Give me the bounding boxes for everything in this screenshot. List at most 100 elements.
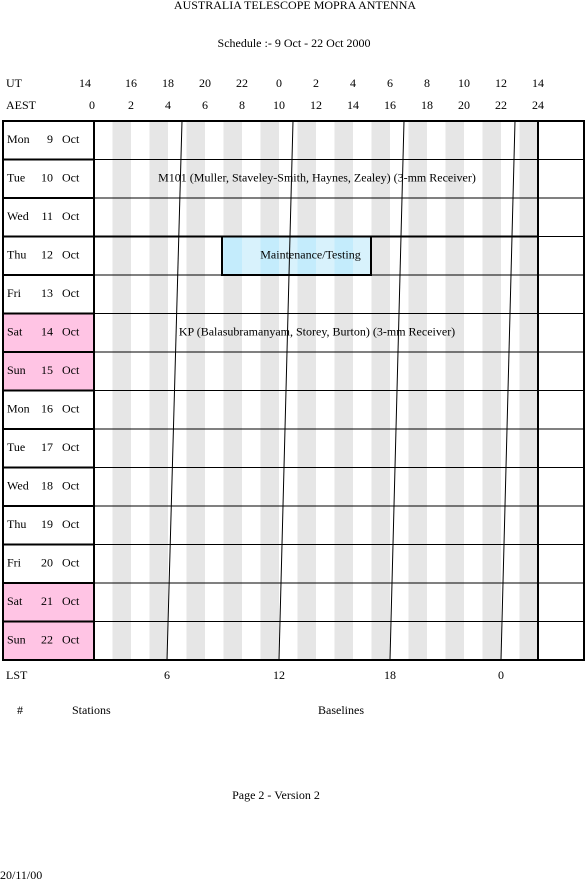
- aest-hour: 14: [347, 98, 359, 112]
- day-month: Oct: [62, 556, 80, 570]
- day-cell: [2, 235, 95, 276]
- day-name: Mon: [7, 132, 30, 146]
- day-date: 17: [41, 440, 53, 454]
- day-month: Oct: [62, 171, 80, 185]
- day-cell: [2, 274, 95, 315]
- day-name: Sat: [7, 325, 23, 339]
- block-stripe: [353, 236, 371, 275]
- day-cell: [2, 428, 95, 469]
- schedule-range: Schedule :- 9 Oct - 22 Oct 2000: [218, 36, 371, 50]
- day-month: Oct: [62, 286, 80, 300]
- lst-label: LST: [6, 668, 28, 682]
- block-stripe: [260, 236, 279, 275]
- day-date: 14: [41, 325, 53, 339]
- day-month: Oct: [62, 209, 80, 223]
- lst-line: [166, 120, 183, 661]
- ut-hour: 10: [458, 76, 470, 90]
- aest-hour: 4: [165, 98, 171, 112]
- aest-label: AEST: [6, 98, 37, 112]
- ut-hour: 4: [350, 76, 356, 90]
- day-date: 18: [41, 479, 53, 493]
- event-label: M101 (Muller, Staveley-Smith, Haynes, Ze…: [158, 171, 476, 185]
- baselines: Baselines: [318, 703, 364, 717]
- aest-hour: 18: [421, 98, 433, 112]
- lst-line: [389, 120, 405, 661]
- lst-line: [500, 120, 516, 661]
- day-date: 15: [41, 363, 53, 377]
- block-label: Maintenance/Testing: [260, 248, 360, 262]
- lst-hour: 12: [273, 668, 285, 682]
- day-name: Tue: [7, 171, 25, 185]
- day-cell: [2, 197, 95, 238]
- aest-hour: 10: [273, 98, 285, 112]
- day-month: Oct: [62, 633, 80, 647]
- day-cell: [2, 466, 95, 507]
- aest-hour: 24: [532, 98, 544, 112]
- block-stripe: [297, 236, 316, 275]
- lst-hour: 6: [164, 668, 170, 682]
- day-month: Oct: [62, 363, 80, 377]
- aest-hour: 8: [239, 98, 245, 112]
- title: AUSTRALIA TELESCOPE MOPRA ANTENNA: [174, 0, 416, 12]
- grid: 14 16 18 20 22 0 2 4 6 8 10 12 140 2 4 6 8 10 12 14 16 18 20 22…: [2, 76, 585, 682]
- day-cell: [2, 158, 95, 199]
- ut-hour: 12: [495, 76, 507, 90]
- day-name: Wed: [7, 209, 29, 223]
- day-name: Sat: [7, 594, 23, 608]
- ut-hour: 6: [387, 76, 393, 90]
- day-name: Thu: [7, 517, 26, 531]
- aest-hour: 16: [384, 98, 396, 112]
- day-month: Oct: [62, 402, 80, 416]
- block-stripe: [334, 236, 353, 275]
- aest-hour: 12: [310, 98, 322, 112]
- block-stripe: [223, 236, 242, 275]
- day-cell: [2, 543, 95, 584]
- day-name: Fri: [7, 556, 22, 570]
- day-date: 22: [41, 633, 53, 647]
- event-label: KP (Balasubramanyam, Storey, Burton) (3-…: [179, 325, 455, 339]
- day-month: Oct: [62, 248, 80, 262]
- stations: Stations: [72, 703, 111, 717]
- day-date: 13: [41, 286, 53, 300]
- block-stripe: [316, 236, 335, 275]
- lst-hour: 18: [384, 668, 396, 682]
- aest-hour: 20: [458, 98, 470, 112]
- aest-hour: 0: [89, 98, 95, 112]
- day-month: Oct: [62, 479, 80, 493]
- day-date: 10: [41, 171, 53, 185]
- lst-hour: 0: [498, 668, 504, 682]
- frame: [93, 120, 585, 661]
- lst-line: [278, 120, 294, 661]
- print-date: 20/11/00: [0, 868, 42, 880]
- day-name: Sun: [7, 363, 26, 377]
- day-name: Fri: [7, 286, 22, 300]
- block-stripe: [279, 236, 298, 275]
- day-cell: [2, 351, 95, 392]
- ut-hour: 8: [424, 76, 430, 90]
- day-date: 21: [41, 594, 53, 608]
- ut-hour: 0: [276, 76, 282, 90]
- day-name: Wed: [7, 479, 29, 493]
- block-stripe: [242, 236, 261, 275]
- ut-hour: 2: [313, 76, 319, 90]
- day-month: Oct: [62, 517, 80, 531]
- ut-hour: 18: [162, 76, 174, 90]
- day-name: Mon: [7, 402, 30, 416]
- day-date: 19: [41, 517, 53, 531]
- aest-hour: 22: [495, 98, 507, 112]
- aest-hour: 2: [128, 98, 134, 112]
- ut-hour: 20: [199, 76, 211, 90]
- day-month: Oct: [62, 132, 80, 146]
- page-number: Page 2 - Version 2: [232, 788, 320, 802]
- day-name: Sun: [7, 633, 26, 647]
- ut-label: UT: [6, 76, 23, 90]
- day-month: Oct: [62, 594, 80, 608]
- ut-hour: 16: [125, 76, 137, 90]
- day-month: Oct: [62, 325, 80, 339]
- day-date: 16: [41, 402, 53, 416]
- day-name: Thu: [7, 248, 26, 262]
- ut-hour: 14: [532, 76, 544, 90]
- day-date: 12: [41, 248, 53, 262]
